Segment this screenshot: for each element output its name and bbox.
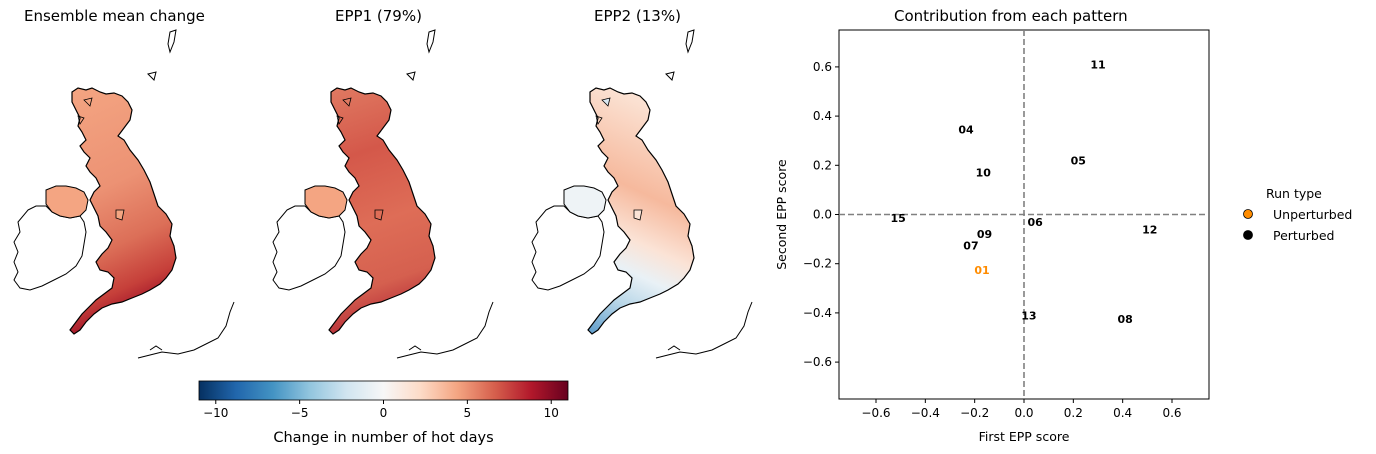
scatter-point-09: 09 bbox=[977, 228, 992, 241]
y-axis-label: Second EPP score bbox=[774, 159, 789, 270]
scatter-point-12: 12 bbox=[1142, 223, 1157, 236]
y-axis-ticks: −0.6 −0.4 −0.2 0.0 0.2 0.4 0.6 bbox=[803, 60, 839, 369]
scatter-point-08: 08 bbox=[1117, 313, 1132, 326]
legend: Run type Unperturbed Perturbed bbox=[1243, 186, 1352, 243]
colorbar-ticks: −10 −5 0 5 10 bbox=[203, 400, 559, 420]
x-axis-label: First EPP score bbox=[979, 429, 1070, 444]
y-tick-label: −0.4 bbox=[803, 306, 832, 320]
x-tick-label: 0.0 bbox=[1014, 406, 1033, 420]
scatter-point-10: 10 bbox=[976, 167, 992, 180]
colorbar: −10 −5 0 5 10 Change in number of hot days bbox=[198, 380, 569, 446]
reference-lines bbox=[839, 30, 1209, 399]
legend-marker-perturbed bbox=[1243, 230, 1253, 240]
scatter-point-05: 05 bbox=[1071, 154, 1086, 167]
x-tick-label: 0.4 bbox=[1113, 406, 1132, 420]
legend-label-perturbed: Perturbed bbox=[1273, 228, 1334, 243]
y-tick-label: −0.2 bbox=[803, 257, 832, 271]
x-tick-label: 0.2 bbox=[1064, 406, 1083, 420]
scatter-points: 01 04 05 06 07 08 09 10 11 12 13 15 bbox=[891, 58, 1158, 326]
y-tick-label: −0.6 bbox=[803, 355, 832, 369]
map-title-epp2: EPP2 (13%) bbox=[594, 7, 681, 25]
colorbar-label: Change in number of hot days bbox=[273, 430, 493, 446]
y-tick-label: 0.6 bbox=[813, 60, 832, 74]
y-tick-label: 0.4 bbox=[813, 109, 832, 123]
x-tick-label: −0.2 bbox=[960, 406, 989, 420]
map-epp1 bbox=[272, 29, 494, 359]
colorbar-tick-label: 10 bbox=[544, 406, 559, 420]
legend-title: Run type bbox=[1266, 186, 1322, 201]
x-tick-label: 0.6 bbox=[1162, 406, 1181, 420]
y-tick-label: 0.0 bbox=[813, 208, 832, 222]
scatter-point-07: 07 bbox=[963, 239, 978, 252]
legend-entries: Unperturbed Perturbed bbox=[1243, 207, 1352, 243]
scatter-point-15: 15 bbox=[891, 212, 906, 225]
colorbar-gradient bbox=[198, 380, 569, 401]
scatter-point-11: 11 bbox=[1090, 58, 1105, 71]
colorbar-tick-label: 0 bbox=[380, 406, 388, 420]
scatter-point-13: 13 bbox=[1021, 309, 1036, 322]
scatter-point-06: 06 bbox=[1027, 216, 1043, 229]
map-title-epp1: EPP1 (79%) bbox=[335, 7, 422, 25]
map-epp2 bbox=[531, 29, 753, 359]
legend-label-unperturbed: Unperturbed bbox=[1273, 207, 1352, 222]
scatter-point-04: 04 bbox=[958, 124, 974, 137]
scatter-point-01: 01 bbox=[974, 264, 989, 277]
legend-marker-unperturbed bbox=[1243, 209, 1253, 219]
map-ensemble-mean bbox=[13, 29, 235, 359]
scatter-title: Contribution from each pattern bbox=[894, 7, 1128, 25]
map-title-ensemble-mean: Ensemble mean change bbox=[24, 7, 205, 25]
x-tick-label: −0.6 bbox=[861, 406, 890, 420]
x-tick-label: −0.4 bbox=[911, 406, 940, 420]
x-axis-ticks: −0.6 −0.4 −0.2 0.0 0.2 0.4 0.6 bbox=[861, 399, 1182, 420]
y-tick-label: 0.2 bbox=[813, 158, 832, 172]
colorbar-tick-label: 5 bbox=[464, 406, 472, 420]
scatter-plot: −0.6 −0.4 −0.2 0.0 0.2 0.4 0.6 −0.6 −0.4 −0.2 0.0… bbox=[774, 29, 1210, 444]
colorbar-tick-label: −10 bbox=[203, 406, 228, 420]
colorbar-tick-label: −5 bbox=[291, 406, 309, 420]
